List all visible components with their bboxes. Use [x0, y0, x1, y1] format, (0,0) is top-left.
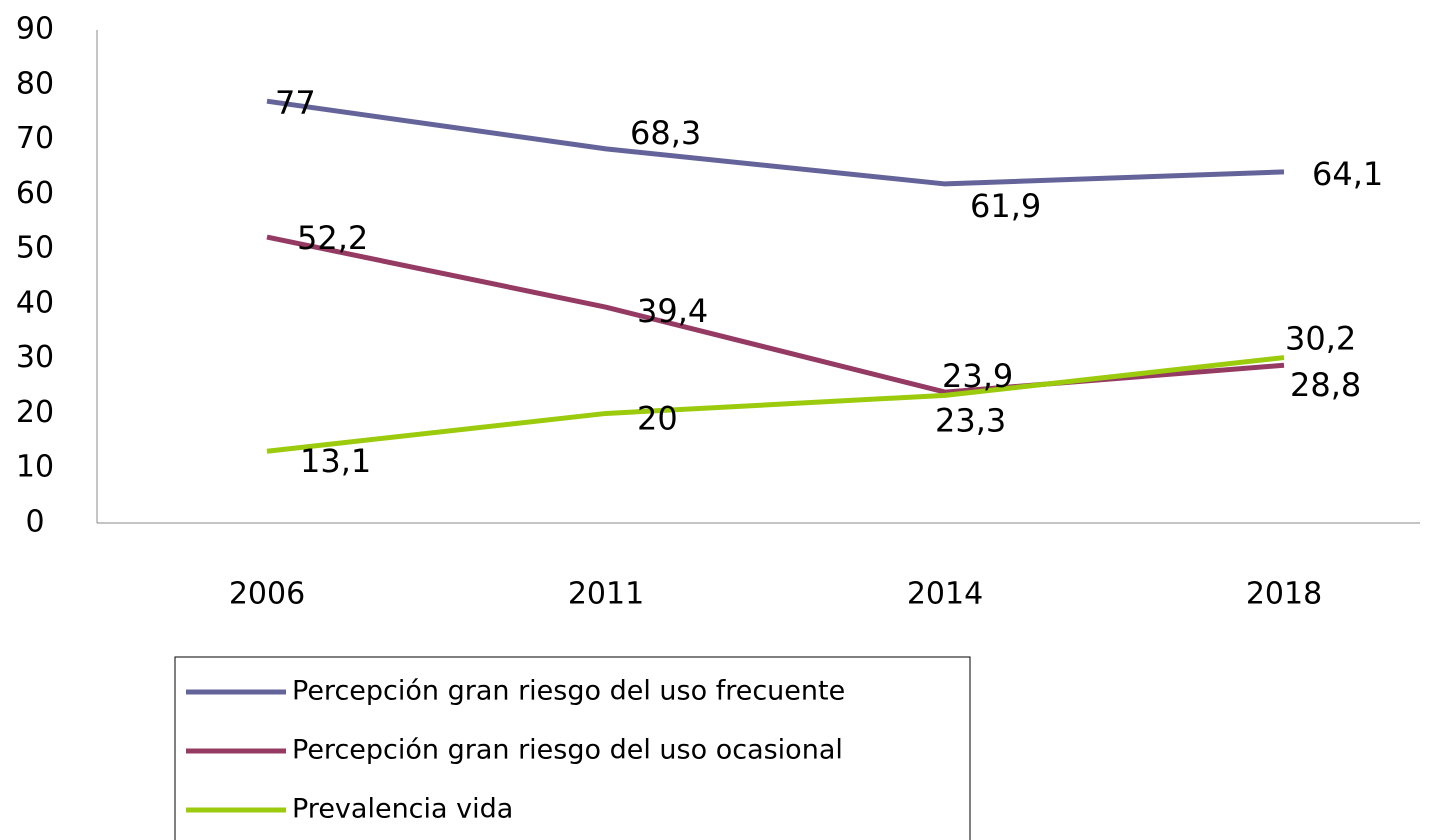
- data-label: 23,3: [935, 401, 1006, 439]
- data-label: 77: [275, 84, 316, 122]
- legend-box: [174, 656, 971, 840]
- data-label: 64,1: [1312, 155, 1383, 193]
- legend-label: Percepción gran riesgo del uso ocasional: [292, 735, 843, 766]
- legend-label: Percepción gran riesgo del uso frecuente: [292, 676, 845, 707]
- x-tick-label: 2018: [1246, 577, 1322, 612]
- x-tick-label: 2014: [907, 577, 983, 612]
- data-label: 13,1: [300, 442, 371, 480]
- x-tick-label: 2006: [229, 577, 305, 612]
- series-line: [266, 234, 1285, 395]
- legend-label: Prevalencia vida: [292, 794, 513, 825]
- y-tick-label: 60: [16, 176, 54, 211]
- data-label: 61,9: [970, 187, 1041, 225]
- data-label: 68,3: [630, 114, 701, 152]
- y-tick-label: 80: [16, 66, 54, 101]
- y-tick-label: 50: [16, 231, 54, 266]
- data-label: 39,4: [637, 292, 708, 330]
- data-label: 20: [637, 399, 678, 437]
- x-tick-label: 2011: [568, 577, 644, 612]
- y-tick-label: 40: [16, 285, 54, 320]
- y-tick-label: 20: [16, 395, 54, 430]
- y-tick-label: 90: [16, 12, 54, 47]
- data-label: 52,2: [297, 219, 368, 257]
- y-tick-label: 70: [16, 121, 54, 156]
- data-label: 23,9: [942, 357, 1013, 395]
- series-line: [266, 355, 1285, 454]
- y-tick-label: 10: [16, 450, 54, 485]
- data-label: 30,2: [1285, 320, 1356, 358]
- series-line: [266, 98, 1285, 187]
- y-tick-label: 0: [25, 505, 44, 540]
- y-tick-label: 30: [16, 340, 54, 375]
- data-label: 28,8: [1290, 366, 1361, 404]
